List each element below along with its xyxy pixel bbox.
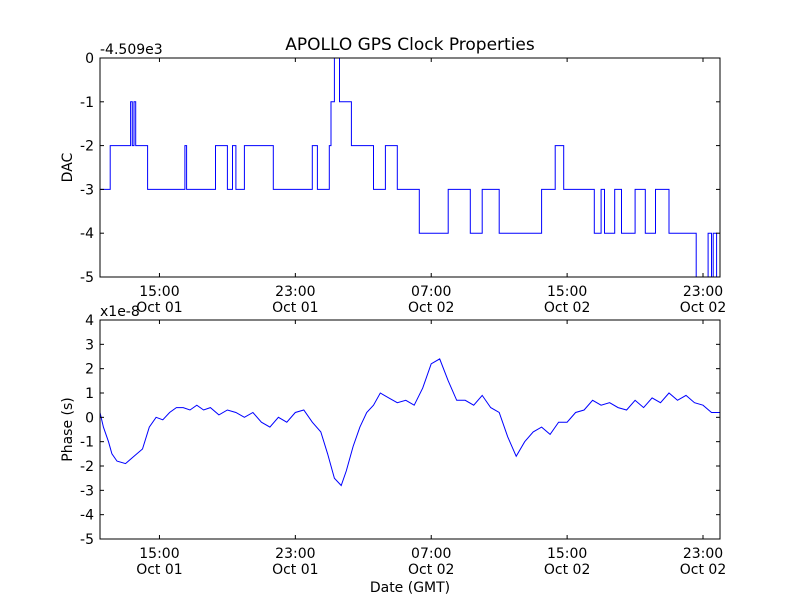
dac-y-tick-label: -2	[80, 139, 94, 155]
x-axis-label: Date (GMT)	[370, 580, 450, 596]
dac-x-tick-label-time: 23:00	[683, 284, 723, 300]
phase-x-tick-label-time: 23:00	[275, 546, 315, 562]
dac-y-tick-label: -4	[80, 226, 94, 242]
phase-series-line	[99, 358, 720, 487]
dac-x-tick-label-time: 07:00	[411, 284, 451, 300]
phase-y-tick-label: -2	[80, 459, 94, 475]
phase-x-tick-label-time: 15:00	[139, 546, 179, 562]
phase-y-tick-label: -5	[80, 532, 94, 548]
phase-x-tick-label-time: 23:00	[683, 546, 723, 562]
dac-x-tick-label-date: Oct 01	[272, 300, 318, 316]
dac-offset-text: -4.509e3	[100, 42, 163, 58]
phase-x-tick-label-date: Oct 01	[272, 562, 318, 578]
dac-axes-frame	[99, 57, 721, 278]
phase-y-tick-label: -4	[80, 508, 94, 524]
dac-y-tick-label: -3	[80, 182, 94, 198]
dac-y-axis-label: DAC	[60, 152, 76, 182]
dac-x-tick-label-date: Oct 02	[680, 300, 726, 316]
dac-x-tick-label-date: Oct 02	[544, 300, 590, 316]
phase-y-axis-label: Phase (s)	[60, 397, 76, 461]
chart-title: APOLLO GPS Clock Properties	[285, 35, 535, 55]
dac-series	[100, 57, 721, 278]
dac-y-tick-label: -1	[80, 95, 94, 111]
phase-y-tick-label: 2	[85, 362, 94, 378]
phase-offset-text: x1e-8	[100, 304, 140, 320]
dac-series-line	[100, 57, 721, 278]
dac-x-tick-label-time: 23:00	[275, 284, 315, 300]
phase-y-tick-label: -3	[80, 483, 94, 499]
phase-x-tick-label-date: Oct 02	[408, 562, 454, 578]
dac-x-tick-label-date: Oct 01	[136, 300, 182, 316]
dac-x-tick-label-time: 15:00	[139, 284, 179, 300]
phase-y-tick-label: -1	[80, 435, 94, 451]
phase-x-tick-label-time: 15:00	[547, 546, 587, 562]
phase-x-tick-label-time: 07:00	[411, 546, 451, 562]
phase-y-tick-label: 3	[85, 337, 94, 353]
phase-x-tick-label-date: Oct 02	[680, 562, 726, 578]
phase-y-tick-label: 0	[85, 410, 94, 426]
phase-y-tick-label: 1	[85, 386, 94, 402]
dac-x-tick-label-date: Oct 02	[408, 300, 454, 316]
phase-axes-frame	[99, 319, 721, 540]
dac-x-tick-label-time: 15:00	[547, 284, 587, 300]
phase-y-tick-label: 4	[85, 313, 94, 329]
phase-x-tick-label-date: Oct 01	[136, 562, 182, 578]
dac-y-tick-label: 0	[85, 51, 94, 67]
phase-series	[99, 358, 720, 487]
dac-y-tick-label: -5	[80, 270, 94, 286]
phase-x-tick-label-date: Oct 02	[544, 562, 590, 578]
